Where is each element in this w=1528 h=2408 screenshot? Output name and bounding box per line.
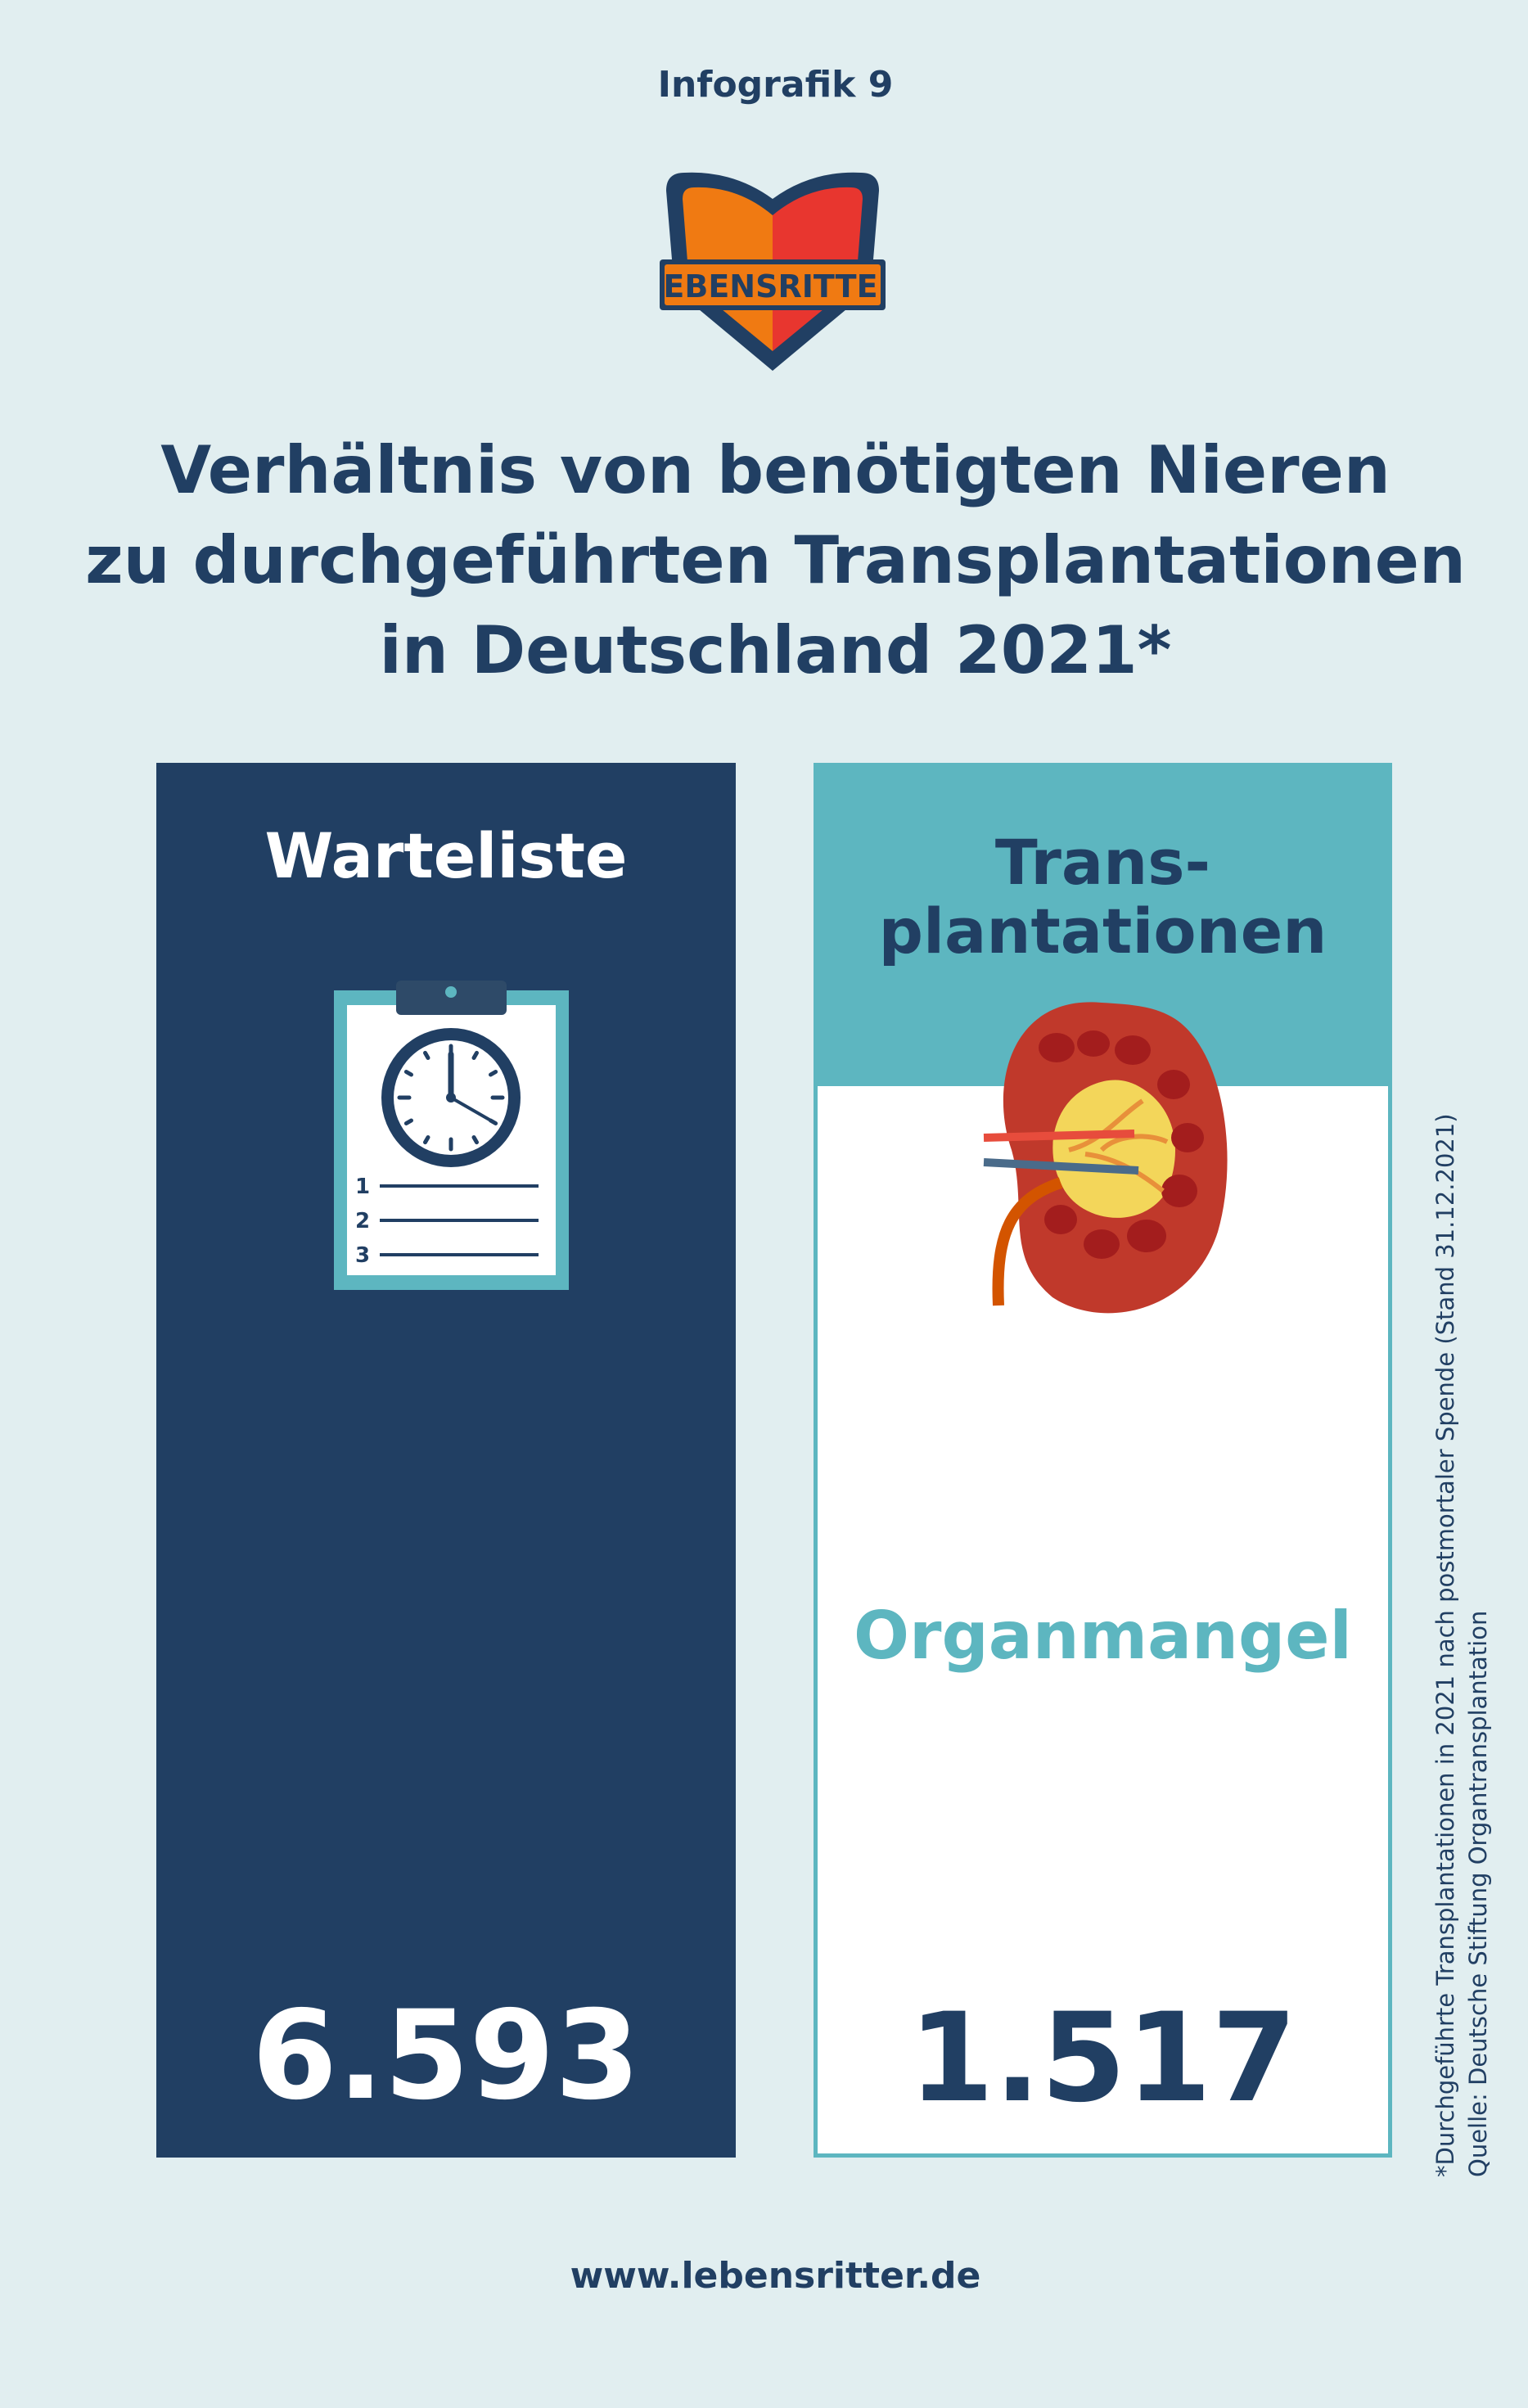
bar-value-transplantationen: 1.517	[908, 1987, 1297, 2130]
bar-label-warteliste: Warteliste	[264, 819, 628, 892]
footnote: *Durchgeführte Transplantationen in 2021…	[1429, 999, 1511, 2177]
annotation-organmangel: Organmangel	[854, 1598, 1352, 1674]
bar-value-warteliste: 6.593	[251, 1985, 641, 2127]
infographic-label: Infografik 9	[657, 64, 894, 106]
logo-text: LEBENSRITTER	[660, 268, 886, 304]
title-line-3: in Deutschland 2021*	[379, 612, 1172, 688]
clipboard-item-3: 3	[355, 1243, 370, 1268]
footer-url[interactable]: www.lebensritter.de	[570, 2255, 981, 2297]
lebensritter-logo: LEBENSRITTER	[660, 172, 886, 371]
bar-warteliste: Warteliste 1 2 3	[156, 763, 736, 2158]
clipboard-clock-icon: 1 2 3	[334, 981, 569, 1290]
bar-transplantationen: Trans- plantationen Organmangel 1.517	[814, 763, 1392, 2158]
bar-label-line-2: plantationen	[878, 895, 1327, 967]
footnote-source: Quelle: Deutsche Stiftung Organtransplan…	[1464, 1610, 1492, 2177]
title-line-1: Verhältnis von benötigten Nieren	[160, 432, 1391, 508]
clipboard-item-2: 2	[355, 1209, 370, 1233]
chart-title: Verhältnis von benötigten Nieren zu durc…	[0, 426, 1528, 696]
bar-label-transplantationen: Trans- plantationen	[818, 828, 1388, 966]
bar-label-line-1: Trans-	[994, 826, 1211, 899]
clipboard-item-1: 1	[355, 1175, 370, 1199]
title-line-2: zu durchgeführten Transplantationen	[85, 522, 1466, 598]
kidney-icon	[983, 1002, 1228, 1314]
footnote-line-1: *Durchgeführte Transplantationen in 2021…	[1431, 1113, 1459, 2177]
